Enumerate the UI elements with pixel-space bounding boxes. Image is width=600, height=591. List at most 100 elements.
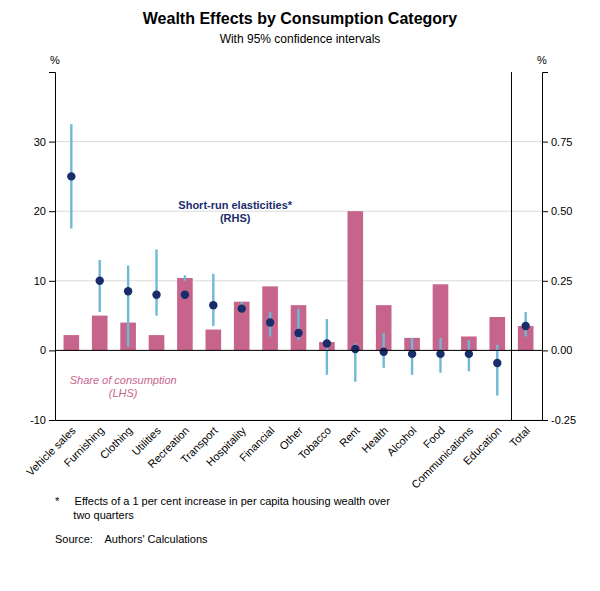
tick: Furnishing [61,424,106,469]
tick-label: Rent [337,424,362,449]
tick: Financial [237,424,277,464]
tick: 0.25 [542,275,572,287]
subtitle: With 95% confidence intervals [220,32,381,46]
marks [64,124,534,395]
tick: 20 [34,205,55,217]
y2-axis: -0.25 0.00 0.25 0.50 0.75 [542,73,576,427]
annotation: Share of consumption(LHS) [70,374,177,399]
confidence-interval [99,260,101,312]
dot [323,339,331,347]
y2-axis-label: % [537,54,547,66]
dot [351,345,359,353]
tick-label: Clothing [98,424,135,461]
dot [238,304,246,312]
dot [294,329,302,337]
tick-mark [49,142,55,143]
footnote: * Effects of a 1 per cent increase in pe… [55,495,390,521]
series-scatter [67,172,530,367]
tick-label: 0.75 [551,136,572,148]
axis-line [49,73,56,421]
dot [266,318,274,326]
footnote: Source: Authors' Calculations [55,533,208,545]
bar [206,330,222,351]
tick: Rent [337,424,362,449]
confidence-interval [127,265,129,346]
text-line: two quarters [55,509,134,521]
confidence-interval [496,345,498,396]
dot [521,322,529,330]
tick-label: 0.50 [551,205,572,217]
tick-label: -10 [30,414,46,426]
series-interval [71,124,525,395]
grid-line [55,211,542,212]
dot [209,301,217,309]
tick-label: 20 [34,205,46,217]
tick-label: Furnishing [61,424,106,469]
tick-label: 10 [34,275,46,287]
tick: 0 [40,344,55,356]
grid [55,142,542,420]
tick: -10 [30,414,55,426]
bar [262,286,278,350]
tick: Food [421,424,447,450]
text-line: * Effects of a 1 per cent increase in pe… [55,495,390,507]
tick: -0.25 [542,414,576,426]
annotation: Short-run elasticities*(RHS) [178,199,292,224]
dot [465,350,473,358]
title: Wealth Effects by Consumption Category [143,10,458,27]
tick-label: 0 [40,344,46,356]
tick: Clothing [98,424,135,461]
tick-label: Food [421,424,447,450]
tick-mark [49,281,55,282]
axis-line [543,73,549,421]
chart-svg: Wealth Effects by Consumption Category Wi… [0,0,600,591]
tick-label: -0.25 [551,414,576,426]
bar [64,335,80,350]
text-line: Share of consumption [70,374,177,386]
text-line: Short-run elasticities* [178,199,292,211]
axis-line [56,420,543,421]
series-bar [64,211,534,350]
tick: Total [507,424,532,449]
tick-label: 0.00 [551,344,572,356]
tick-label: 0.25 [551,275,572,287]
bar [92,316,108,351]
dot [436,350,444,358]
tick: 0.50 [542,205,572,217]
dot [152,291,160,299]
y-axis-label: % [50,54,60,66]
tick: Hospitality [204,424,249,469]
separator-line [511,72,512,420]
confidence-interval [212,274,214,326]
tick: 10 [34,275,55,287]
x-axis: Vehicle salesFurnishingClothingUtilities… [24,421,543,491]
tick: 0.75 [542,136,572,148]
tick: Alcohol [385,424,419,458]
tick-mark [542,211,548,212]
text-line: (RHS) [220,212,251,224]
plot: -100102030-0.250.000.250.500.75%%Vehicle… [24,54,576,491]
grid-line [55,141,542,142]
tick-label: Hospitality [204,424,249,469]
zero-line [55,350,542,351]
tick-mark [542,142,548,143]
tick-mark [49,350,55,351]
bar [291,305,307,350]
text-line: Source: Authors' Calculations [55,533,208,545]
confidence-interval [155,249,157,315]
dot [96,277,104,285]
dot [408,350,416,358]
bar [234,302,250,351]
dot [379,348,387,356]
tick-mark [49,211,55,212]
confidence-interval [184,275,186,281]
y-axis: -100102030 [30,73,55,427]
tick-mark [49,420,55,421]
text-line: (LHS) [109,387,138,399]
tick-label: Total [507,424,532,449]
tick: 0.00 [542,344,572,356]
tick-label: Education [461,424,504,467]
grid-line [55,420,542,421]
tick-mark [542,281,548,282]
tick-mark [542,350,548,351]
